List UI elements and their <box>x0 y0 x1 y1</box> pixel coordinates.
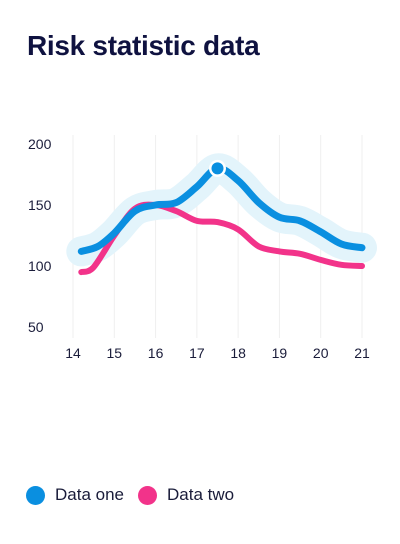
chart-title: Risk statistic data <box>27 30 260 61</box>
legend-marker-data-one <box>26 485 45 505</box>
x-tick-14: 14 <box>65 345 81 361</box>
y-tick-150: 150 <box>28 197 52 213</box>
x-tick-20: 20 <box>313 345 329 361</box>
y-tick-50: 50 <box>28 319 44 335</box>
legend-marker-data-two <box>138 485 157 505</box>
x-tick-19: 19 <box>272 345 288 361</box>
legend-label-data-two: Data two <box>167 485 235 504</box>
legend-label-data-one: Data one <box>55 485 124 504</box>
legend-item-data-one[interactable]: Data one <box>26 485 124 505</box>
y-tick-100: 100 <box>28 258 52 274</box>
x-tick-21: 21 <box>354 345 370 361</box>
x-tick-18: 18 <box>230 345 246 361</box>
x-tick-17: 17 <box>189 345 205 361</box>
line-chart: 14 15 16 17 18 19 20 21 200 150 100 50 <box>28 135 377 361</box>
legend: Data one Data two <box>26 485 234 505</box>
highlight-point <box>211 162 224 175</box>
y-tick-200: 200 <box>28 136 52 152</box>
legend-item-data-two[interactable]: Data two <box>138 485 234 505</box>
x-tick-15: 15 <box>106 345 122 361</box>
x-tick-16: 16 <box>148 345 164 361</box>
series-data-one-halo <box>66 153 377 267</box>
